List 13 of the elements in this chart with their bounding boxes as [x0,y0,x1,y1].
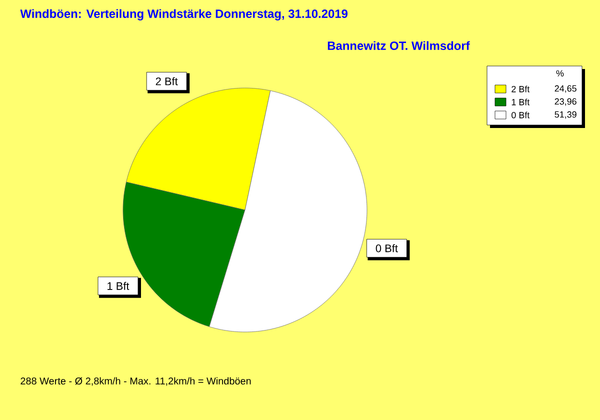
data-label: 23,96 [554,98,576,106]
legend-label: 1 Bft [512,98,530,106]
data-label: 24,65 [554,85,576,93]
slice-label: 1 Bft [108,282,130,290]
legend-title: % [556,70,564,76]
text: 288 Werte - Ø 2,8km/h - Max. 11,2km/h = Windböen [20,377,251,386]
chart-title: Windböen: Verteilung Windstärke Donnerstag, 31.10.2019 [20,9,348,20]
data-label: 51,39 [554,111,576,119]
slice-label: 2 Bft [156,77,178,86]
legend-label: 2 Bft [512,86,530,92]
slice-label: 0 Bft [376,244,398,252]
chart-subtitle: Bannewitz OT. Wilmsdorf [328,41,470,50]
legend-label: 0 Bft [512,112,530,118]
